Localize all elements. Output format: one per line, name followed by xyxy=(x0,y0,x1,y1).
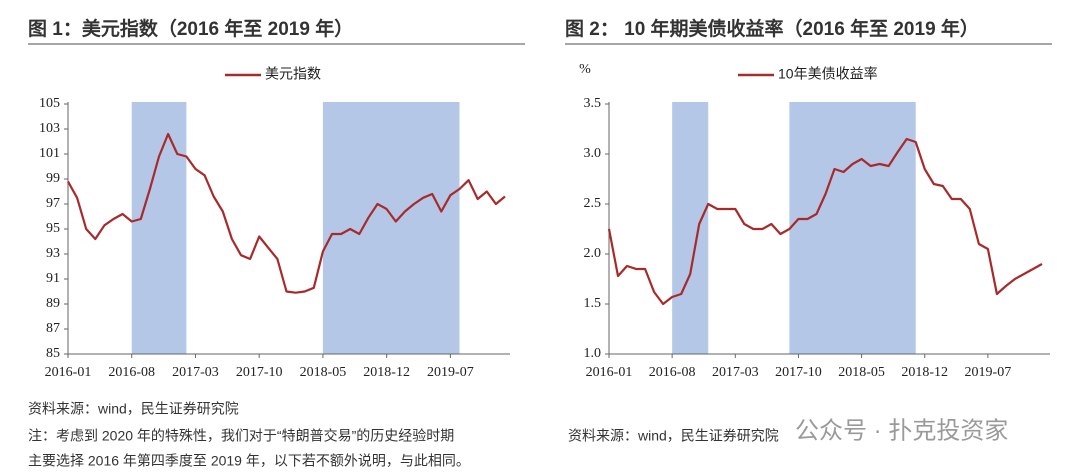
x-tick-label: 2018-12 xyxy=(901,365,948,380)
y-tick-label: 89 xyxy=(46,296,60,311)
y-tick-label: 3.5 xyxy=(584,96,602,111)
y-tick-label: 87 xyxy=(46,321,60,336)
y-tick-label: 95 xyxy=(46,221,60,236)
y-tick-label: 1.0 xyxy=(584,346,602,361)
x-tick-label: 2019-07 xyxy=(427,365,474,380)
x-tick-label: 2017-03 xyxy=(172,365,219,380)
y-tick-label: 105 xyxy=(39,96,60,111)
data-line xyxy=(67,132,506,294)
y-tick-label: 101 xyxy=(39,146,60,161)
y-tick-label: 99 xyxy=(46,171,60,186)
shaded-period xyxy=(322,102,460,354)
source: 资料来源：wind，民生证券研究院 xyxy=(568,428,779,444)
x-tick-label: 2017-10 xyxy=(775,365,822,380)
shaded-period xyxy=(789,102,916,354)
x-tick-label: 2018-12 xyxy=(363,365,410,380)
legend-label: 10年美债收益率 xyxy=(778,66,878,82)
y-tick-label: 93 xyxy=(46,246,60,261)
chart-title: 图 1：美元指数（2016 年至 2019 年） xyxy=(28,17,353,40)
y-axis-label: % xyxy=(579,62,591,77)
x-tick-label: 2018-05 xyxy=(300,365,347,380)
y-tick-label: 97 xyxy=(46,196,60,211)
watermark: 公众号 · 扑克投资家 xyxy=(795,417,1008,444)
y-tick-label: 3.0 xyxy=(584,146,602,161)
source: 资料来源：wind，民生证券研究院 xyxy=(28,401,239,417)
legend-label: 美元指数 xyxy=(265,66,321,82)
y-tick-label: 2.0 xyxy=(584,246,602,261)
shaded-period xyxy=(672,102,709,354)
y-tick-label: 1.5 xyxy=(584,296,602,311)
x-tick-label: 2019-07 xyxy=(965,365,1012,380)
x-tick-label: 2016-08 xyxy=(649,365,696,380)
chart-title: 图 2： 10 年期美债收益率（2016 年至 2019 年） xyxy=(565,17,979,40)
shaded-period xyxy=(131,102,187,354)
x-tick-label: 2017-10 xyxy=(236,365,283,380)
note: 主要选择 2016 年第四季度至 2019 年，以下若不额外说明，与此相同。 xyxy=(28,453,470,469)
x-tick-label: 2016-01 xyxy=(45,365,92,380)
x-tick-label: 2017-03 xyxy=(712,365,759,380)
x-tick-label: 2016-08 xyxy=(108,365,155,380)
y-tick-label: 91 xyxy=(46,271,60,286)
note: 注：考虑到 2020 年的特殊性，我们对于“特朗普交易”的历史经验时期 xyxy=(28,428,454,444)
x-tick-label: 2016-01 xyxy=(586,365,633,380)
x-tick-label: 2018-05 xyxy=(838,365,885,380)
y-tick-label: 2.5 xyxy=(584,196,602,211)
y-tick-label: 85 xyxy=(46,346,60,361)
y-tick-label: 103 xyxy=(39,121,60,136)
data-line xyxy=(607,137,1043,306)
